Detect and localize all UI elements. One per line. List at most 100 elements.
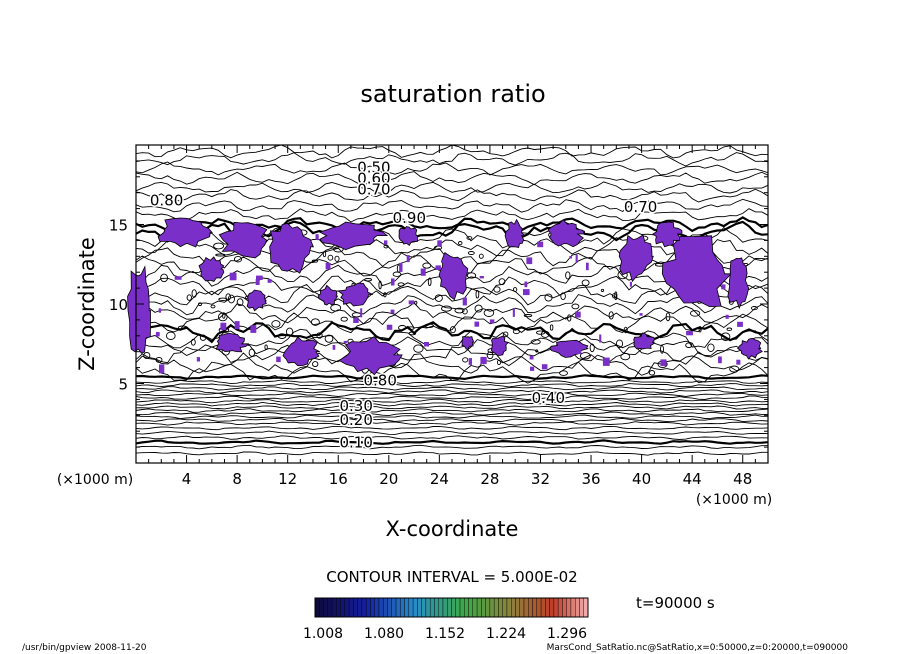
contour-line — [135, 430, 769, 436]
contour-cell — [726, 327, 733, 331]
colorbar-cell — [331, 597, 337, 618]
shaded-region — [461, 336, 475, 350]
colorbar-cell — [417, 597, 422, 618]
contour-cell — [364, 278, 373, 282]
colorbar-cell — [570, 597, 576, 618]
contour-label: 0.40 — [532, 389, 565, 407]
colorbar-cell — [425, 597, 431, 618]
contour-cell — [213, 242, 225, 250]
colorbar-cell — [566, 597, 572, 618]
colorbar-cell — [429, 597, 435, 618]
contour-label: 0.90 — [393, 209, 426, 227]
shaded-speck — [408, 300, 415, 305]
contour-cell — [277, 333, 287, 339]
shaded-region — [318, 221, 389, 251]
x-tick-label: 8 — [232, 470, 242, 488]
colorbar-cell — [472, 597, 478, 618]
colorbar-cell — [365, 597, 371, 618]
contour-cell — [483, 308, 495, 317]
colorbar-cell — [378, 597, 384, 618]
colorbar-cell — [442, 597, 448, 618]
contour-cell — [198, 302, 202, 307]
shaded-speck — [686, 331, 693, 336]
shaded-region — [157, 217, 213, 248]
contour-cell — [523, 314, 533, 318]
contour-line — [135, 181, 769, 194]
contour-cell — [186, 294, 192, 301]
shaded-speck — [155, 332, 160, 337]
x-tick-label: 20 — [379, 470, 398, 488]
shaded-speck — [639, 313, 643, 316]
contour-cell — [398, 325, 407, 331]
contour-cell — [614, 291, 618, 301]
contour-labels: 0.500.600.700.800.900.700.800.400.300.20… — [148, 157, 658, 453]
shaded-region — [547, 219, 585, 248]
contour-cell — [190, 338, 196, 346]
shaded-speck — [512, 308, 515, 317]
contour-cell — [324, 334, 334, 343]
contour-cell — [330, 304, 342, 312]
contour-cell — [316, 332, 323, 339]
colorbar-cell — [404, 597, 410, 618]
shaded-speck — [576, 348, 582, 354]
x-tick-label: 4 — [182, 470, 192, 488]
contour-line — [135, 302, 769, 325]
shaded-region — [490, 335, 509, 357]
shaded-speck — [599, 334, 602, 343]
contour-cell — [707, 343, 715, 352]
colorbar-tick-label: 1.080 — [364, 626, 404, 642]
footer-source: MarsCond_SatRatio.nc@SatRatio,x=0:50000,… — [547, 643, 849, 653]
shaded-region — [504, 218, 526, 248]
colorbar-cell — [506, 597, 512, 618]
contour-line — [135, 411, 768, 417]
contour-label: 0.50 — [357, 158, 390, 176]
colorbar-cell — [408, 597, 414, 618]
shaded-region — [127, 265, 151, 354]
colorbar-cell — [459, 597, 465, 618]
contour-cell — [579, 352, 591, 360]
shaded-speck — [530, 366, 535, 371]
contour-cell — [210, 304, 216, 309]
shaded-speck — [529, 355, 534, 360]
contour-cell — [408, 331, 417, 336]
contour-line — [135, 439, 769, 445]
contour-cell — [544, 293, 553, 302]
colorbar-cell — [485, 597, 491, 618]
colorbar-cell — [493, 597, 499, 618]
shaded-speck — [684, 285, 691, 292]
contour-line — [135, 417, 769, 423]
contour-cell — [392, 271, 402, 277]
shaded-speck — [406, 255, 410, 263]
shaded-region — [216, 332, 250, 353]
shaded-speck — [561, 234, 568, 238]
contour-cell — [729, 365, 740, 373]
contour-cell — [397, 282, 405, 287]
shaded-speck — [399, 262, 403, 272]
shaded-region — [727, 257, 750, 310]
contour-cell — [540, 330, 550, 338]
contour-line — [135, 395, 769, 401]
x-tick-label: 36 — [581, 470, 600, 488]
shaded-speck — [736, 359, 741, 365]
contour-cell — [478, 253, 484, 259]
shaded-speck — [725, 314, 729, 319]
contour-cell — [449, 326, 456, 334]
shaded-speck — [234, 321, 240, 330]
x-tick-label: 16 — [329, 470, 348, 488]
contour-line — [135, 386, 769, 391]
shaded-region — [737, 337, 763, 360]
colorbar-cell — [562, 597, 567, 618]
contour-label: 0.70 — [357, 181, 390, 199]
shaded-region — [338, 336, 403, 376]
contour-label: 0.30 — [340, 397, 373, 415]
contour-label: 0.10 — [340, 433, 373, 451]
contour-cell — [383, 292, 387, 298]
colorbar-cell — [327, 597, 333, 618]
contour-cell — [454, 307, 465, 314]
shaded-speck — [158, 308, 162, 313]
x-tick-label: 12 — [278, 470, 297, 488]
shaded-speck — [229, 272, 237, 281]
shaded-speck — [353, 317, 359, 323]
colorbar-cell — [370, 597, 375, 618]
contour-cell — [660, 344, 664, 354]
